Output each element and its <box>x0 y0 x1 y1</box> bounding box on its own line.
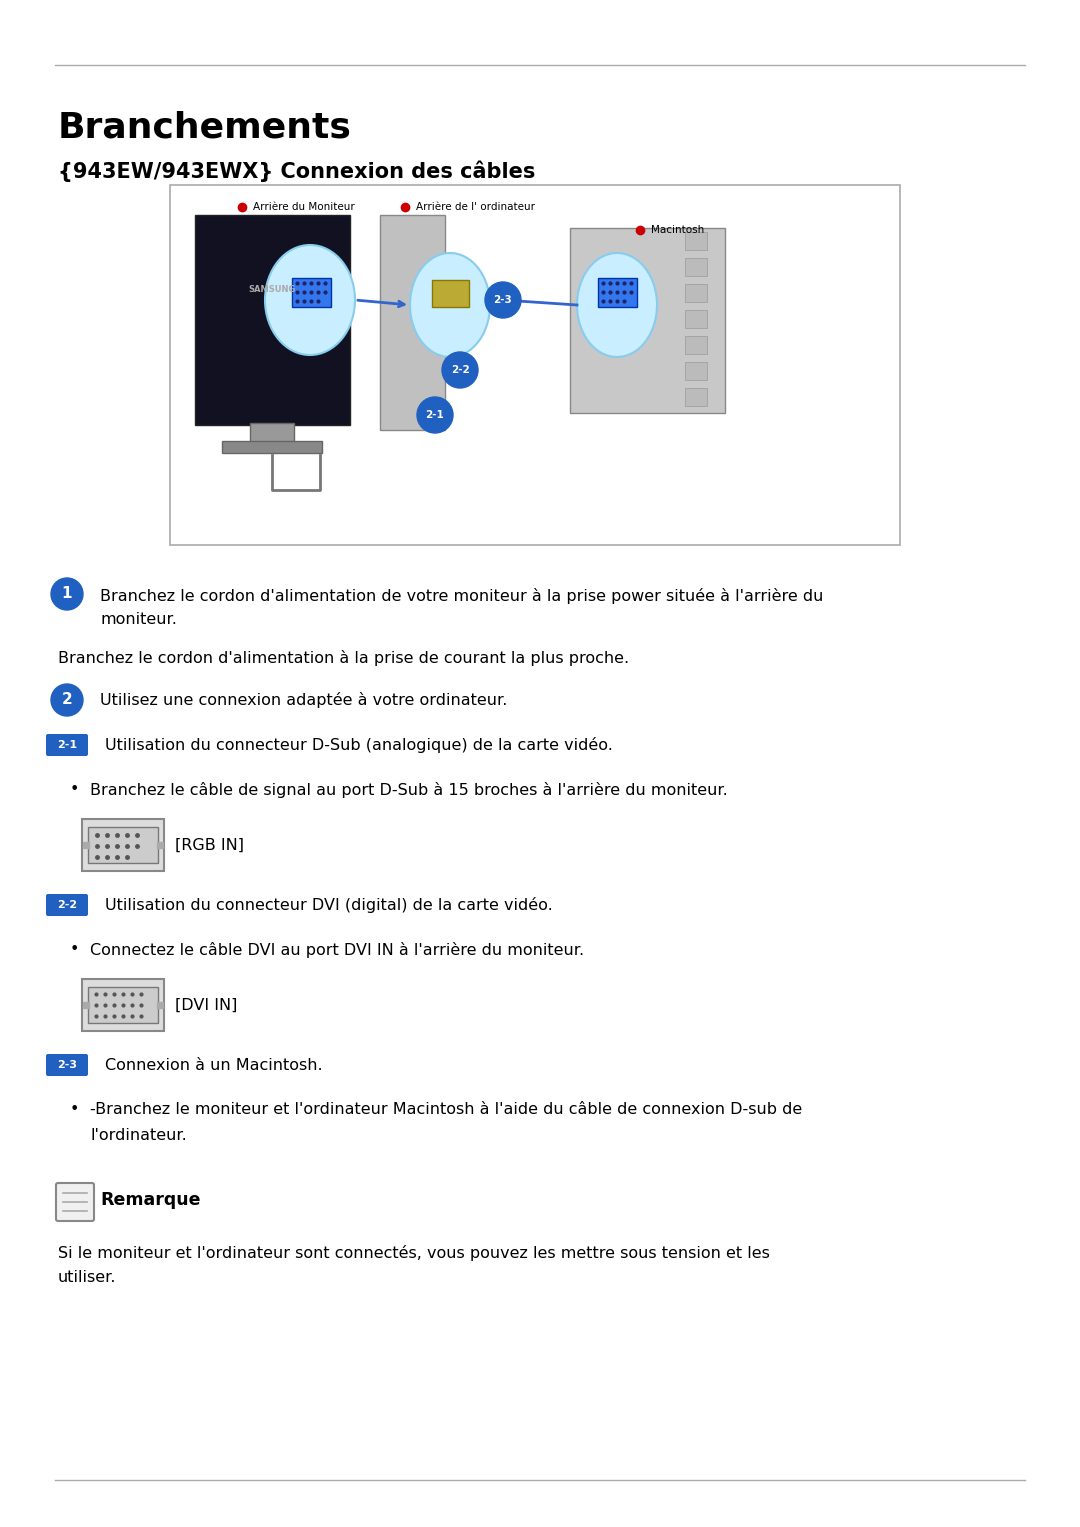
Text: Arrière de l' ordinateur: Arrière de l' ordinateur <box>416 202 535 212</box>
Circle shape <box>51 579 83 609</box>
Text: Remarque: Remarque <box>100 1191 201 1209</box>
FancyBboxPatch shape <box>87 828 158 863</box>
FancyBboxPatch shape <box>87 986 158 1023</box>
FancyBboxPatch shape <box>56 1183 94 1222</box>
Circle shape <box>417 397 453 434</box>
Text: 2-1: 2-1 <box>426 411 444 420</box>
Text: •: • <box>70 1102 79 1118</box>
Text: 2-3: 2-3 <box>57 1060 77 1070</box>
Text: Connexion à un Macintosh.: Connexion à un Macintosh. <box>105 1058 323 1072</box>
Text: Arrière du Moniteur: Arrière du Moniteur <box>253 202 354 212</box>
FancyBboxPatch shape <box>685 336 707 354</box>
FancyBboxPatch shape <box>380 215 445 431</box>
FancyBboxPatch shape <box>292 278 330 307</box>
FancyBboxPatch shape <box>46 893 87 916</box>
FancyBboxPatch shape <box>195 215 350 425</box>
FancyBboxPatch shape <box>82 818 164 870</box>
Text: Macintosh: Macintosh <box>651 224 704 235</box>
Text: utiliser.: utiliser. <box>58 1270 117 1286</box>
Text: Branchez le cordon d'alimentation à la prise de courant la plus proche.: Branchez le cordon d'alimentation à la p… <box>58 651 630 666</box>
FancyBboxPatch shape <box>432 279 469 307</box>
Circle shape <box>485 282 521 318</box>
Ellipse shape <box>577 253 657 357</box>
Text: moniteur.: moniteur. <box>100 612 177 628</box>
Text: Branchements: Branchements <box>58 110 352 144</box>
FancyBboxPatch shape <box>685 258 707 276</box>
FancyBboxPatch shape <box>685 388 707 406</box>
FancyBboxPatch shape <box>685 284 707 302</box>
FancyBboxPatch shape <box>82 979 164 1031</box>
Text: -Branchez le moniteur et l'ordinateur Macintosh à l'aide du câble de connexion D: -Branchez le moniteur et l'ordinateur Ma… <box>90 1102 802 1118</box>
FancyBboxPatch shape <box>46 1054 87 1077</box>
Text: Branchez le câble de signal au port D-Sub à 15 broches à l'arrière du moniteur.: Branchez le câble de signal au port D-Su… <box>90 782 728 799</box>
Text: 2-1: 2-1 <box>57 741 77 750</box>
Ellipse shape <box>410 253 490 357</box>
FancyBboxPatch shape <box>222 441 322 454</box>
FancyBboxPatch shape <box>170 185 900 545</box>
Circle shape <box>51 684 83 716</box>
Text: 2-2: 2-2 <box>450 365 470 376</box>
Text: Connectez le câble DVI au port DVI IN à l'arrière du moniteur.: Connectez le câble DVI au port DVI IN à … <box>90 942 584 957</box>
FancyBboxPatch shape <box>249 423 294 443</box>
FancyBboxPatch shape <box>685 232 707 250</box>
Text: [DVI IN]: [DVI IN] <box>175 997 238 1012</box>
Text: Utilisation du connecteur DVI (digital) de la carte vidéo.: Utilisation du connecteur DVI (digital) … <box>105 896 553 913</box>
FancyBboxPatch shape <box>685 310 707 328</box>
Ellipse shape <box>265 244 355 354</box>
Text: Branchez le cordon d'alimentation de votre moniteur à la prise power située à l': Branchez le cordon d'alimentation de vot… <box>100 588 823 605</box>
Text: Si le moniteur et l'ordinateur sont connectés, vous pouvez les mettre sous tensi: Si le moniteur et l'ordinateur sont conn… <box>58 1245 770 1261</box>
Text: •: • <box>70 942 79 957</box>
FancyBboxPatch shape <box>685 362 707 380</box>
Text: 2-3: 2-3 <box>494 295 512 305</box>
Text: Utilisez une connexion adaptée à votre ordinateur.: Utilisez une connexion adaptée à votre o… <box>100 692 508 709</box>
Text: SAMSUNG: SAMSUNG <box>248 286 296 295</box>
Text: l'ordinateur.: l'ordinateur. <box>90 1127 187 1142</box>
FancyBboxPatch shape <box>597 278 636 307</box>
Text: [RGB IN]: [RGB IN] <box>175 837 244 852</box>
Text: 2: 2 <box>62 693 72 707</box>
Text: Utilisation du connecteur D-Sub (analogique) de la carte vidéo.: Utilisation du connecteur D-Sub (analogi… <box>105 738 612 753</box>
FancyBboxPatch shape <box>570 228 725 412</box>
Text: 2-2: 2-2 <box>57 899 77 910</box>
Text: •: • <box>70 782 79 797</box>
Circle shape <box>442 353 478 388</box>
Text: {943EW/943EWX} Connexion des câbles: {943EW/943EWX} Connexion des câbles <box>58 160 536 182</box>
Text: 1: 1 <box>62 586 72 602</box>
FancyBboxPatch shape <box>46 734 87 756</box>
